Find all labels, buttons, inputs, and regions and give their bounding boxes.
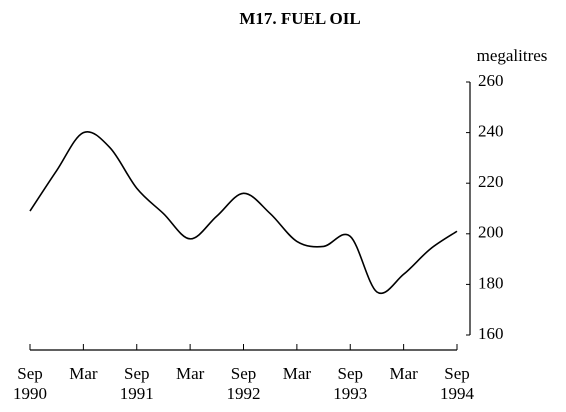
x-tick-label: Mar [175, 364, 205, 383]
x-tick-label: Sep 1991 [119, 364, 154, 403]
y-tick-label: 240 [478, 122, 504, 141]
x-tick-label: Sep 1993 [333, 364, 368, 403]
x-tick-label: Mar [69, 364, 98, 383]
y-tick-label: 220 [478, 172, 504, 191]
y-tick-label: 260 [478, 71, 504, 90]
x-tick-label: Sep 1992 [226, 364, 261, 403]
x-tick-label: Mar [389, 364, 418, 383]
y-tick-label: 180 [478, 273, 504, 292]
y-axis-label: megalitres [477, 46, 548, 65]
data-line [29, 130, 458, 295]
y-tick-label: 160 [478, 324, 504, 343]
x-tick-label: Mar [282, 364, 312, 383]
chart-title: M17. FUEL OIL [239, 9, 360, 28]
y-tick-label: 200 [478, 223, 504, 242]
x-tick-label: Sep 1994 [440, 364, 474, 403]
x-tick-label: Sep 1990 [13, 364, 47, 403]
